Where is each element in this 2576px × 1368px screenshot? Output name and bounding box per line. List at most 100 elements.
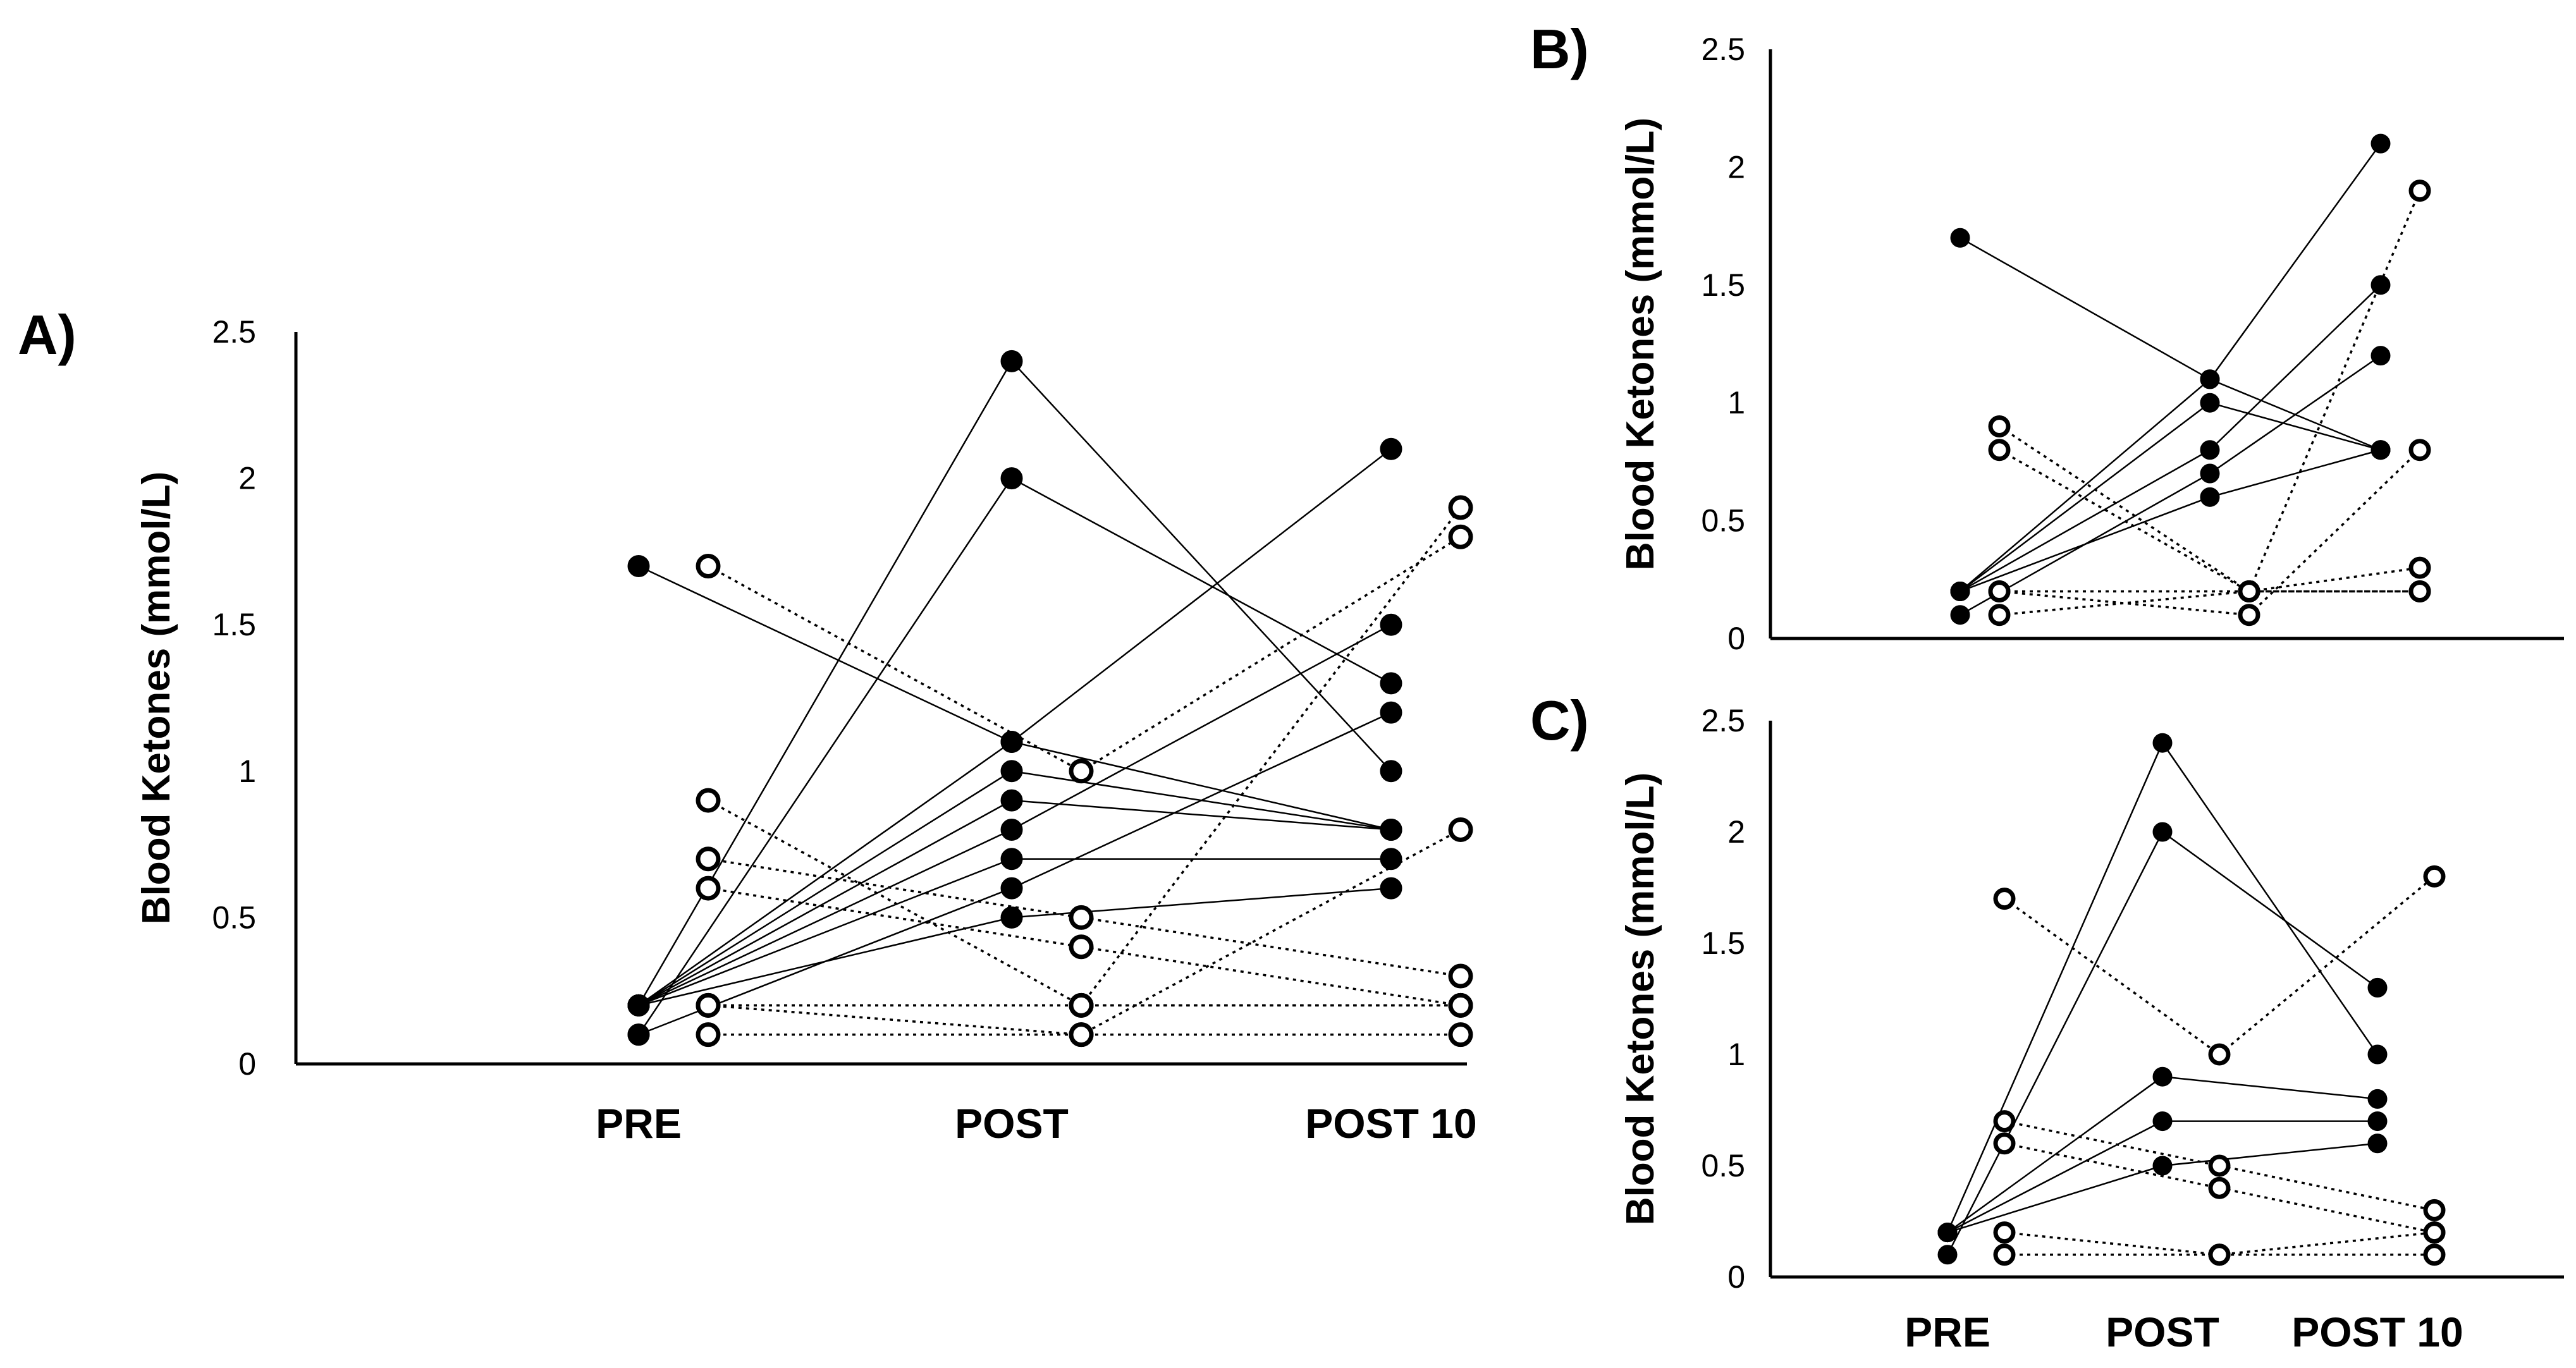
x-category-label: POST	[2106, 1309, 2219, 1355]
series-line	[2003, 876, 2436, 1056]
open-data-point	[1448, 1022, 1473, 1047]
filled-data-point	[2152, 1111, 2173, 1132]
open-data-point	[1069, 759, 1094, 784]
y-tick-label: 2.5	[1701, 703, 1745, 738]
filled-data-point	[2200, 369, 2220, 389]
open-data-point	[1988, 415, 2011, 437]
series-line	[2004, 1231, 2434, 1256]
filled-data-point	[1000, 350, 1023, 372]
panel-b: B) Blood Ketones (mmol/L) 0 0.5 1 1.5 2 2.5	[1530, 18, 2564, 656]
series-lines	[1946, 741, 2436, 1256]
filled-data-point	[2367, 1133, 2388, 1154]
open-data-point	[2408, 180, 2431, 202]
filled-data-point	[1380, 672, 1402, 695]
filled-data-point	[1000, 730, 1023, 753]
filled-data-point	[2152, 1156, 2173, 1176]
open-data-point	[1993, 1243, 2016, 1266]
open-data-point	[2423, 1199, 2446, 1221]
filled-data-point	[627, 994, 650, 1017]
open-data-point	[2238, 580, 2260, 602]
series-line	[708, 799, 1461, 1007]
open-data-point	[1993, 1132, 2016, 1155]
filled-data-point	[627, 1023, 650, 1046]
open-data-point	[2408, 439, 2431, 461]
open-data-point	[1993, 888, 2016, 910]
filled-data-point	[2367, 1089, 2388, 1109]
open-data-point	[696, 1022, 721, 1047]
panel-label: A)	[18, 303, 77, 366]
open-data-point	[1448, 963, 1473, 989]
open-data-point	[2423, 1221, 2446, 1244]
open-data-point	[1988, 580, 2011, 602]
open-data-point	[1069, 905, 1094, 930]
y-tick-label: 0	[1727, 1259, 1745, 1295]
series-line	[1960, 284, 2381, 592]
open-data-point	[2408, 580, 2431, 602]
y-tick-label: 2	[1727, 149, 1745, 185]
y-tick-label: 1	[238, 754, 256, 789]
filled-data-point	[2371, 133, 2391, 154]
open-data-point	[1988, 439, 2011, 461]
y-tick-label: 2	[1727, 814, 1745, 850]
open-data-point	[696, 846, 721, 872]
y-tick-label: 1.5	[1701, 925, 1745, 961]
open-data-point	[696, 992, 721, 1018]
y-tick-label: 2.5	[212, 314, 256, 350]
series-points	[1950, 133, 2431, 626]
series-line	[1960, 355, 2381, 616]
series-points	[1937, 733, 2446, 1266]
series-line	[708, 506, 1462, 1007]
open-data-point	[1069, 1022, 1094, 1047]
open-data-point	[1448, 992, 1473, 1018]
filled-data-point	[1937, 1223, 1958, 1243]
filled-data-point	[1000, 906, 1023, 929]
open-data-point	[2423, 1243, 2446, 1266]
filled-data-point	[1000, 848, 1023, 870]
series-line	[1960, 449, 2381, 592]
series-points	[627, 350, 1473, 1047]
y-tick-label: 0.5	[1701, 1148, 1745, 1183]
open-data-point	[696, 554, 721, 579]
filled-data-point	[2152, 822, 2173, 842]
open-data-point	[2423, 865, 2446, 888]
filled-data-point	[1950, 605, 1970, 625]
series-line	[1960, 401, 2381, 592]
filled-data-point	[2367, 1111, 2388, 1132]
filled-data-point	[1380, 437, 1402, 460]
filled-data-point	[2371, 275, 2391, 295]
open-data-point	[1993, 1221, 2016, 1244]
series-line	[1999, 425, 2420, 593]
y-tick-label: 0.5	[1701, 503, 1745, 539]
filled-data-point	[2200, 487, 2220, 507]
filled-data-point	[627, 555, 650, 578]
panel-c: C) Blood Ketones (mmol/L) 0 0.5 1 1.5 2 2.5 PRE P…	[1530, 689, 2564, 1355]
filled-data-point	[1937, 1245, 1958, 1265]
y-tick-label: 0.5	[212, 900, 256, 935]
x-category-label: PRE	[1904, 1309, 1990, 1355]
filled-data-point	[1380, 701, 1402, 724]
y-tick-label: 1	[1727, 1037, 1745, 1072]
open-data-point	[2208, 1243, 2231, 1266]
open-data-point	[1069, 992, 1094, 1018]
series-line	[2004, 1120, 2435, 1212]
series-line	[2004, 1142, 2435, 1234]
filled-data-point	[2152, 1066, 2173, 1087]
filled-data-point	[1380, 877, 1402, 900]
x-category-label: POST	[955, 1100, 1069, 1147]
filled-data-point	[2200, 463, 2220, 484]
filled-data-point	[1000, 760, 1023, 783]
filled-data-point	[2200, 440, 2220, 460]
series-line	[1960, 237, 2381, 451]
filled-data-point	[2152, 733, 2173, 753]
filled-data-point	[1950, 228, 1970, 248]
filled-data-point	[1000, 877, 1023, 900]
filled-data-point	[2371, 440, 2391, 460]
panel-label: C)	[1530, 689, 1589, 752]
panel-a: A) Blood Ketones (mmol/L) 0 0.5 1 1.5 2 2.5 PRE P…	[18, 303, 1477, 1147]
filled-data-point	[1380, 848, 1402, 870]
open-data-point	[2408, 556, 2431, 579]
open-data-point	[1448, 817, 1473, 842]
filled-data-point	[1380, 613, 1402, 636]
series-lines	[637, 360, 1462, 1036]
